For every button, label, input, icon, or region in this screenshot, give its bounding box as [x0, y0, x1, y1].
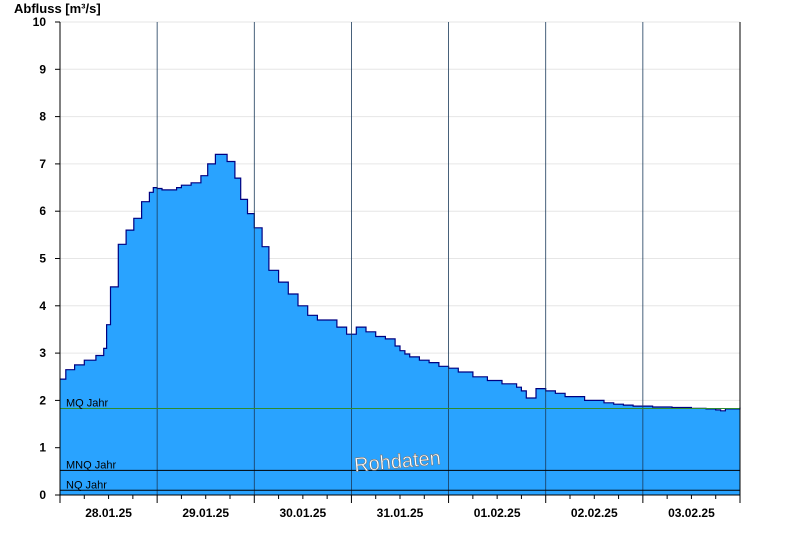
y-tick-label: 9: [39, 62, 46, 76]
x-tick-label: 30.01.25: [279, 506, 326, 520]
x-tick-label: 02.02.25: [571, 506, 618, 520]
y-tick-label: 3: [39, 346, 46, 360]
y-tick-label: 8: [39, 110, 46, 124]
y-tick-label: 10: [33, 15, 47, 29]
y-tick-label: 6: [39, 204, 46, 218]
reference-line-label: MQ Jahr: [66, 397, 109, 409]
y-tick-label: 1: [39, 441, 46, 455]
y-tick-label: 4: [39, 299, 46, 313]
y-tick-label: 5: [39, 252, 46, 266]
x-tick-label: 29.01.25: [182, 506, 229, 520]
y-axis-label: Abfluss [m³/s]: [14, 1, 101, 16]
discharge-line: [60, 153, 741, 412]
y-tick-label: 7: [39, 157, 46, 171]
x-tick-label: 28.01.25: [85, 506, 132, 520]
x-tick-label: 31.01.25: [377, 506, 424, 520]
y-tick-label: 2: [39, 393, 46, 407]
discharge-area: [60, 154, 740, 495]
y-tick-label: 0: [39, 488, 46, 502]
x-tick-label: 01.02.25: [474, 506, 521, 520]
reference-line-label: MNQ Jahr: [66, 459, 116, 471]
reference-line-label: NQ Jahr: [66, 479, 107, 491]
x-tick-label: 03.02.25: [668, 506, 715, 520]
